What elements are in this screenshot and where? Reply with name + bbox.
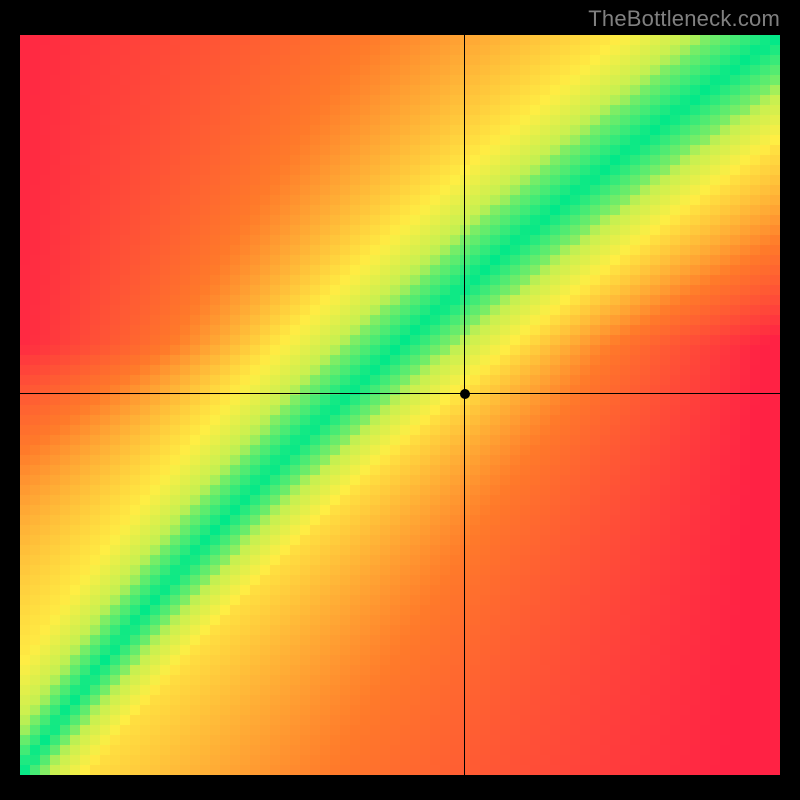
bottleneck-heatmap xyxy=(20,35,780,775)
crosshair-horizontal-line xyxy=(20,393,780,394)
crosshair-vertical-line xyxy=(464,35,465,775)
watermark-text: TheBottleneck.com xyxy=(20,0,780,35)
heatmap-grid xyxy=(20,35,780,775)
crosshair-marker-dot xyxy=(460,389,470,399)
